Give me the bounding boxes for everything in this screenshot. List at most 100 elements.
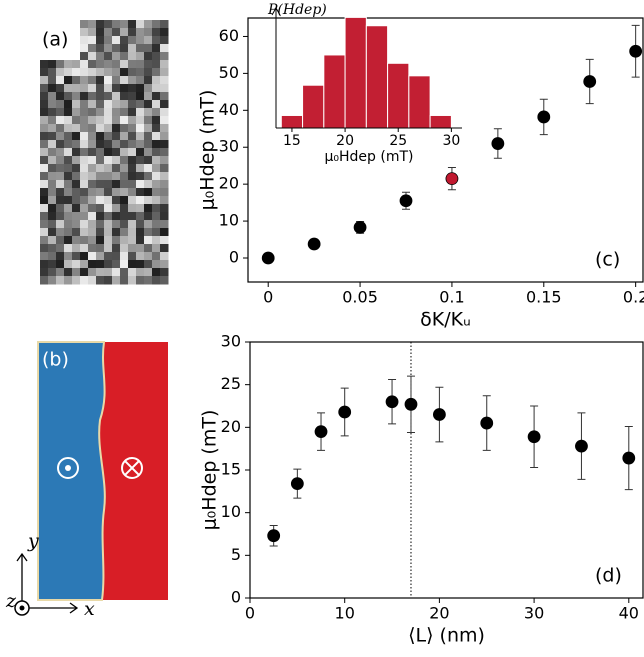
data-point <box>353 220 367 234</box>
into-plane-cross <box>124 460 140 476</box>
data-point <box>314 425 328 439</box>
x-tick-label: 0.05 <box>342 288 378 307</box>
grain <box>144 124 153 133</box>
grain <box>120 196 129 205</box>
grain <box>80 60 89 69</box>
grain <box>152 84 161 93</box>
grain <box>64 228 73 237</box>
grain <box>80 76 89 85</box>
grain <box>80 244 89 253</box>
grain <box>136 140 145 149</box>
grain <box>128 236 137 245</box>
grain <box>96 60 105 69</box>
grain <box>48 100 57 109</box>
grain <box>160 108 169 117</box>
data-point <box>445 172 459 186</box>
grain <box>136 180 145 189</box>
grain <box>144 220 153 229</box>
grain <box>40 100 49 109</box>
x-tick-label: 20 <box>336 133 354 149</box>
grain <box>48 244 57 253</box>
grain <box>152 116 161 125</box>
y-tick-label: 40 <box>219 100 239 119</box>
grain <box>144 44 153 53</box>
grain <box>96 180 105 189</box>
grain <box>136 268 145 277</box>
grain <box>40 268 49 277</box>
grain <box>120 100 129 109</box>
grain <box>48 276 57 285</box>
grain <box>48 212 57 221</box>
grain <box>144 132 153 141</box>
up-domain <box>37 341 106 601</box>
grain <box>56 156 65 165</box>
grain <box>104 60 113 69</box>
grain <box>40 180 49 189</box>
grain <box>152 140 161 149</box>
y-tick-label: 25 <box>221 374 241 393</box>
grain <box>112 148 121 157</box>
grain <box>64 108 73 117</box>
y-axis-label: P(Hdep) <box>267 2 327 18</box>
grain <box>128 204 137 213</box>
grain <box>144 140 153 149</box>
grain <box>56 228 65 237</box>
grain <box>48 148 57 157</box>
axis-name: x <box>84 598 95 620</box>
grain <box>48 92 57 101</box>
grain <box>96 100 105 109</box>
grain <box>144 156 153 165</box>
grain <box>56 236 65 245</box>
grain <box>80 212 89 221</box>
grain <box>144 148 153 157</box>
grain <box>112 180 121 189</box>
grain <box>80 84 89 93</box>
grain <box>48 196 57 205</box>
grain <box>104 92 113 101</box>
grain <box>160 132 169 141</box>
grain <box>80 20 89 29</box>
grain <box>80 44 89 53</box>
grain <box>104 108 113 117</box>
grain <box>144 204 153 213</box>
grain <box>96 220 105 229</box>
data-point <box>404 397 418 411</box>
grain <box>152 92 161 101</box>
grain <box>136 252 145 261</box>
grain <box>120 180 129 189</box>
y-tick-label: 30 <box>219 137 239 156</box>
grain <box>72 260 81 269</box>
hist-bar <box>323 54 346 129</box>
grain <box>48 180 57 189</box>
grain <box>88 204 97 213</box>
grain <box>48 260 57 269</box>
grain <box>144 236 153 245</box>
grain <box>48 68 57 77</box>
grain <box>88 276 97 285</box>
grain <box>120 36 129 45</box>
grain <box>112 28 121 37</box>
grain <box>96 244 105 253</box>
grain <box>80 204 89 213</box>
grain <box>56 212 65 221</box>
grain <box>40 84 49 93</box>
grain <box>160 148 169 157</box>
data-point <box>385 395 399 409</box>
grain <box>80 276 89 285</box>
grain <box>88 180 97 189</box>
grain <box>56 268 65 277</box>
hist-bar <box>387 62 410 129</box>
grain <box>152 76 161 85</box>
grain <box>128 140 137 149</box>
grain <box>64 188 73 197</box>
grain <box>104 252 113 261</box>
panel-label: (d) <box>595 565 622 587</box>
grain <box>48 268 57 277</box>
grain <box>88 84 97 93</box>
grain <box>80 68 89 77</box>
grain <box>88 164 97 173</box>
panel-label: (c) <box>595 249 620 271</box>
plot-frame <box>247 17 644 283</box>
grain <box>160 116 169 125</box>
grain <box>96 204 105 213</box>
